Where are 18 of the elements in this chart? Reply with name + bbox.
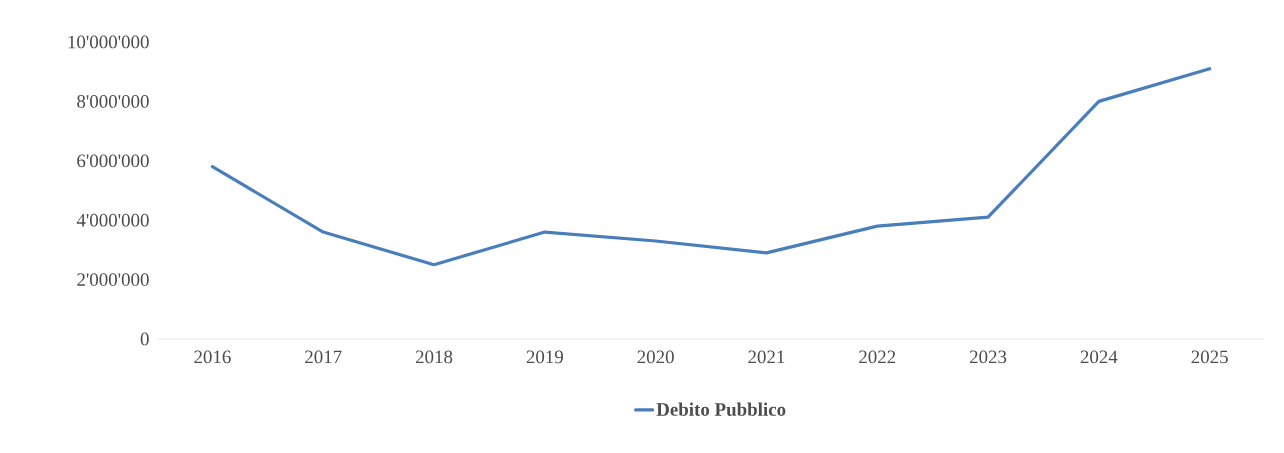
x-tick-label: 2025: [1191, 350, 1228, 364]
legend-label: Debito Pubblico: [656, 402, 786, 416]
x-tick-label: 2020: [637, 350, 674, 364]
line-series: [210, 67, 1212, 267]
y-tick-label: 8'000'000: [77, 95, 149, 108]
x-tick-label: 2022: [859, 350, 896, 364]
y-tick-label: 0: [140, 332, 149, 346]
y-tick-label: 6'000'000: [77, 154, 149, 168]
y-tick-label: 10'000'000: [68, 35, 149, 49]
y-tick-label: 4'000'000: [76, 213, 149, 227]
x-tick-label: 2021: [748, 350, 785, 364]
x-tick-label: 2019: [526, 350, 563, 364]
x-tick-label: 2017: [305, 350, 342, 364]
y-tick-label: 2'000'000: [77, 273, 149, 286]
x-tick-label: 2016: [194, 350, 231, 364]
x-tick-label: 2024: [1080, 350, 1118, 364]
x-tick-label: 2023: [969, 350, 1007, 364]
x-tick-label: 2018: [415, 350, 453, 364]
